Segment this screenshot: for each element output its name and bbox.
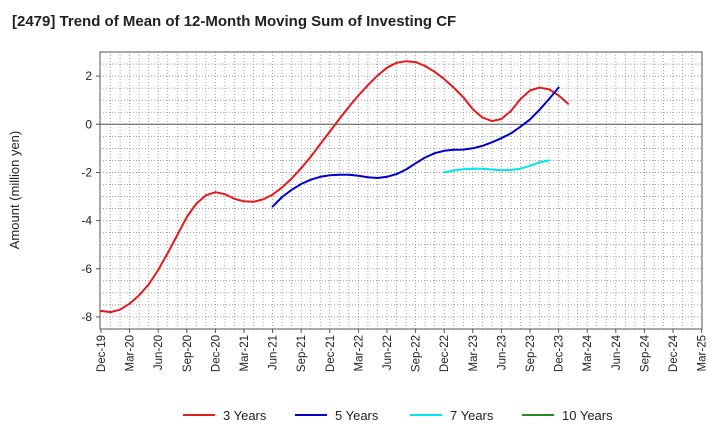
y-axis-label: Amount (million yen) bbox=[7, 131, 22, 250]
y-tick-label: -4 bbox=[81, 214, 92, 228]
x-tick-label: Jun-22 bbox=[382, 335, 394, 370]
x-axis-ticks: Dec-19 Mar-20 Jun-20 Sep-20 Dec-20 Mar-21 Jun-… bbox=[96, 329, 709, 372]
chart-title: [2479] Trend of Mean of 12-Month Moving … bbox=[12, 13, 457, 30]
legend: 3 Years 5 Years 7 Years 10 Years bbox=[183, 408, 613, 423]
x-tick-label: Jun-23 bbox=[496, 335, 508, 370]
x-tick-label: Dec-20 bbox=[210, 335, 222, 372]
y-tick-label: -2 bbox=[81, 165, 92, 179]
y-tick-label: 2 bbox=[85, 69, 92, 83]
x-tick-label: Dec-19 bbox=[96, 335, 108, 372]
x-tick-label: Sep-21 bbox=[296, 335, 308, 372]
legend-label: 7 Years bbox=[450, 408, 494, 423]
y-axis-ticks: 2 0 -2 -4 -6 -8 bbox=[81, 69, 100, 324]
x-tick-label: Dec-23 bbox=[554, 335, 566, 372]
series-line-5-years bbox=[271, 86, 560, 208]
x-tick-label: Mar-23 bbox=[468, 335, 480, 371]
y-tick-label: -6 bbox=[81, 262, 92, 276]
x-tick-label: Sep-20 bbox=[182, 335, 194, 372]
series-line-7-years bbox=[443, 159, 551, 174]
legend-label: 5 Years bbox=[335, 408, 379, 423]
x-tick-label: Dec-24 bbox=[668, 334, 680, 372]
x-tick-label: Dec-21 bbox=[325, 335, 337, 372]
x-tick-label: Jun-21 bbox=[268, 335, 280, 370]
legend-label: 10 Years bbox=[562, 408, 613, 423]
legend-label: 3 Years bbox=[223, 408, 267, 423]
series-lines bbox=[100, 60, 570, 314]
x-tick-label: Mar-25 bbox=[697, 335, 709, 371]
x-tick-label: Mar-20 bbox=[125, 335, 137, 371]
x-tick-label: Mar-22 bbox=[353, 335, 365, 371]
grid-lines bbox=[100, 52, 702, 329]
x-tick-label: Sep-24 bbox=[639, 334, 651, 372]
series-line-3-years bbox=[100, 60, 570, 314]
x-tick-label: Dec-22 bbox=[439, 335, 451, 372]
x-tick-label: Jun-24 bbox=[611, 334, 623, 370]
y-tick-label: 0 bbox=[85, 117, 92, 131]
y-tick-label: -8 bbox=[81, 310, 92, 324]
x-tick-label: Mar-24 bbox=[582, 334, 594, 371]
x-tick-label: Sep-23 bbox=[525, 335, 537, 372]
x-tick-label: Jun-20 bbox=[153, 335, 165, 370]
x-tick-label: Mar-21 bbox=[239, 335, 251, 371]
x-tick-label: Sep-22 bbox=[411, 335, 423, 372]
plot-area bbox=[99, 51, 703, 330]
